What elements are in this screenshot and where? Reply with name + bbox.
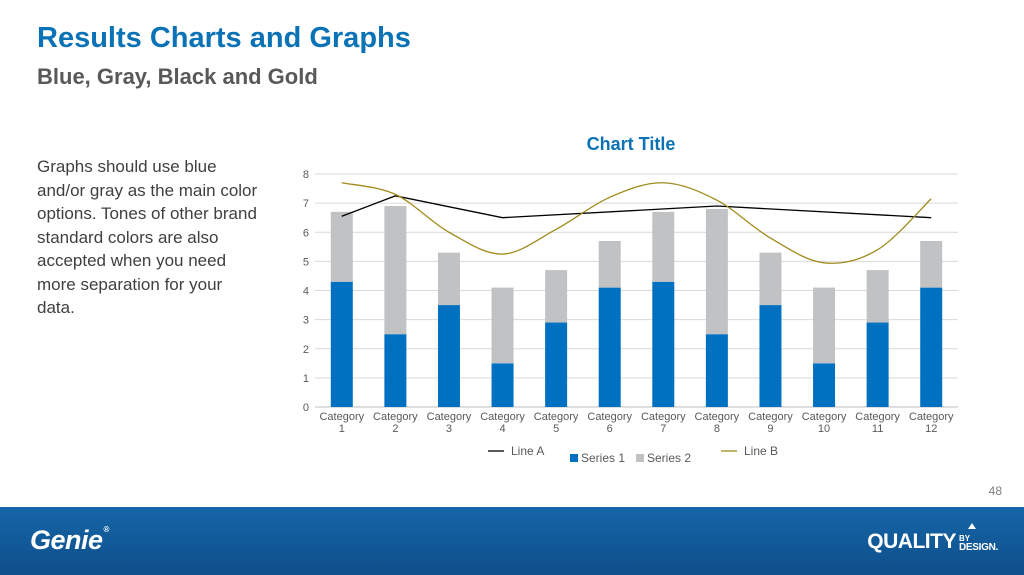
y-tick-label: 3 xyxy=(303,315,309,327)
x-axis-ticks: Category 1 Category 2 Category 3 Category 4 Cate… xyxy=(319,411,954,435)
y-tick-label: 2 xyxy=(303,344,309,356)
bar-series-1 xyxy=(491,363,514,407)
x-tick-label: Category 2 xyxy=(373,411,418,435)
bar-series-2 xyxy=(759,252,782,306)
legend-label-series-1: Series 1 xyxy=(581,451,625,465)
bar-series-1 xyxy=(384,334,407,407)
quality-logo-by: BY xyxy=(958,534,971,543)
y-tick-label: 6 xyxy=(303,227,309,239)
bar-series-1 xyxy=(866,322,889,407)
y-tick-label: 4 xyxy=(303,286,309,298)
genie-logo: Genie® xyxy=(30,525,109,556)
x-tick-label: Category 4 xyxy=(480,411,525,435)
bar-series-2 xyxy=(491,287,514,364)
legend-label-series-2: Series 2 xyxy=(647,451,691,465)
legend-swatch-series-1 xyxy=(570,454,578,462)
bar-series-2 xyxy=(920,240,943,288)
line-line-a xyxy=(341,195,932,219)
bars xyxy=(330,206,943,407)
footer-bar: Genie® QUALITY BY DESIGN. xyxy=(0,507,1024,575)
quality-by-design-logo: QUALITY BY DESIGN. xyxy=(867,523,998,553)
y-tick-label: 1 xyxy=(303,373,309,385)
bar-series-1 xyxy=(598,287,621,407)
bar-series-1 xyxy=(330,281,353,407)
legend-swatch-series-2 xyxy=(636,454,644,462)
quality-logo-design: DESIGN. xyxy=(958,542,998,553)
x-tick-label: Category 12 xyxy=(909,411,954,435)
y-tick-label: 5 xyxy=(303,256,309,268)
y-tick-label: 8 xyxy=(303,169,309,181)
bar-series-1 xyxy=(652,281,675,407)
line-line-b xyxy=(341,182,932,264)
slide-title: Results Charts and Graphs xyxy=(37,22,411,54)
bar-series-1 xyxy=(813,363,836,407)
x-tick-label: Category 11 xyxy=(855,411,900,435)
bar-series-2 xyxy=(866,270,889,323)
page-number: 48 xyxy=(988,484,1002,498)
x-tick-label: Category 9 xyxy=(748,411,793,435)
quality-logo-arrow-icon xyxy=(968,523,976,529)
bar-series-1 xyxy=(759,305,782,407)
slide-subtitle: Blue, Gray, Black and Gold xyxy=(37,64,318,89)
y-tick-label: 7 xyxy=(303,198,309,210)
chart-title: Chart Title xyxy=(587,134,676,154)
bar-series-2 xyxy=(652,211,675,282)
results-chart: Chart Title 0 1 2 3 4 5 6 7 8 Category 1 Category 2… xyxy=(303,134,958,465)
y-axis-ticks: 0 1 2 3 4 5 6 7 8 xyxy=(303,169,309,414)
gridlines xyxy=(315,173,958,408)
y-tick-label: 0 xyxy=(303,402,309,414)
legend-label-line-b: Line B xyxy=(744,444,778,458)
x-tick-label: Category 1 xyxy=(319,411,364,435)
bar-series-1 xyxy=(920,287,943,407)
bar-series-2 xyxy=(705,208,728,335)
bar-series-2 xyxy=(384,206,407,335)
bar-series-1 xyxy=(705,334,728,407)
x-tick-label: Category 10 xyxy=(802,411,847,435)
bar-series-2 xyxy=(598,240,621,288)
x-tick-label: Category 6 xyxy=(587,411,632,435)
quality-logo-main: QUALITY xyxy=(867,530,956,553)
legend-label-line-a: Line A xyxy=(511,444,544,458)
bar-series-1 xyxy=(545,322,568,407)
genie-logo-mark: ® xyxy=(103,525,110,534)
bar-series-1 xyxy=(437,305,460,407)
genie-logo-text: Genie xyxy=(30,525,103,555)
x-tick-label: Category 5 xyxy=(534,411,579,435)
bar-series-2 xyxy=(330,211,353,282)
bar-series-2 xyxy=(545,270,568,323)
series-lines xyxy=(341,182,932,264)
body-text: Graphs should use blue and/or gray as th… xyxy=(37,157,258,317)
x-tick-label: Category 7 xyxy=(641,411,686,435)
bar-series-2 xyxy=(437,252,460,306)
x-tick-label: Category 8 xyxy=(695,411,740,435)
chart-legend: Line A Series 1 Series 2 Line B xyxy=(488,444,778,465)
x-tick-label: Category 3 xyxy=(427,411,472,435)
bar-series-2 xyxy=(813,287,836,364)
